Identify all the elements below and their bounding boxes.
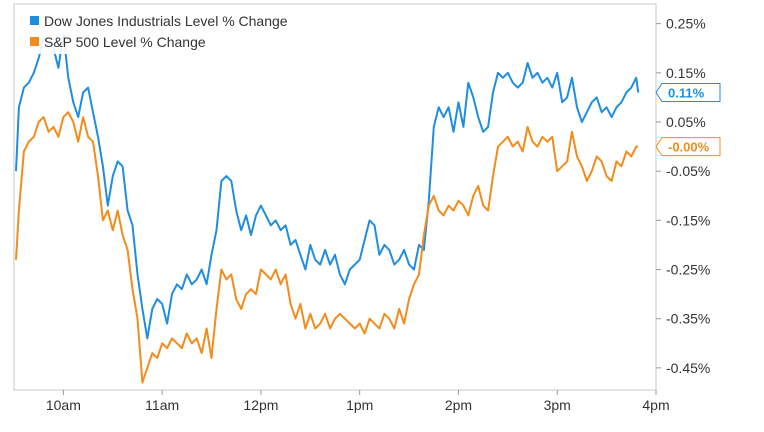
- x-tick-label: 11am: [145, 397, 179, 413]
- legend: Dow Jones Industrials Level % Change S&P…: [26, 8, 292, 54]
- x-tick-label: 2pm: [445, 397, 472, 413]
- x-tick-label: 4pm: [642, 397, 669, 413]
- y-tick-label: -0.45%: [666, 360, 710, 376]
- x-tick-label: 3pm: [544, 397, 571, 413]
- x-tick-label: 1pm: [346, 397, 373, 413]
- plot-area: [13, 3, 657, 391]
- y-tick-label: 0.05%: [666, 114, 706, 130]
- last-value-label-dow: 0.11%: [655, 83, 721, 103]
- series-line-sp500: [15, 111, 639, 384]
- last-value-label-sp500: -0.00%: [655, 137, 721, 157]
- legend-label-sp500: S&P 500 Level % Change: [44, 33, 206, 50]
- last-value-text: -0.00%: [668, 140, 710, 155]
- legend-swatch-dow: [30, 16, 39, 25]
- last-value-box: [655, 137, 721, 157]
- legend-item-sp500[interactable]: S&P 500 Level % Change: [30, 31, 288, 52]
- legend-item-dow[interactable]: Dow Jones Industrials Level % Change: [30, 10, 288, 31]
- legend-swatch-sp500: [30, 37, 39, 46]
- x-tick-label: 10am: [46, 397, 81, 413]
- legend-label-dow: Dow Jones Industrials Level % Change: [44, 12, 288, 29]
- y-tick-label: 0.25%: [666, 16, 706, 32]
- last-value-box: [655, 83, 721, 103]
- y-tick-label: -0.05%: [666, 163, 710, 179]
- x-tick-label: 12pm: [243, 397, 278, 413]
- y-tick-label: -0.15%: [666, 212, 710, 228]
- y-tick-label: -0.25%: [666, 262, 710, 278]
- last-value-text: 0.11%: [668, 86, 705, 101]
- y-tick-label: 0.15%: [666, 65, 706, 81]
- y-tick-label: -0.35%: [666, 311, 710, 327]
- series-line-dow: [15, 32, 640, 340]
